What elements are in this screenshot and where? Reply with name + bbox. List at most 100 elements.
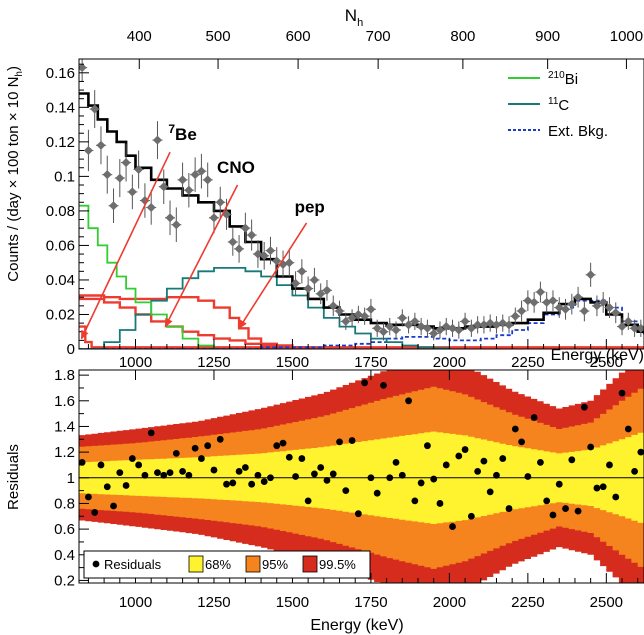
data-point (240, 223, 250, 233)
top-axis-tick-label: 800 (450, 28, 475, 45)
data-point (542, 297, 552, 307)
residuals-x-tick-label: 2500 (590, 594, 623, 611)
residual-point (254, 471, 262, 479)
data-point (215, 197, 225, 207)
data-point (548, 296, 558, 306)
residual-point (518, 438, 525, 446)
legend-swatch (302, 555, 318, 573)
residual-point (593, 484, 601, 492)
residuals-legend: Residuals 68% 95% 99.5% (83, 550, 371, 579)
spectrum-y-tick-label: 0.14 (46, 99, 75, 116)
spectrum-y-tick-label: 0.06 (46, 237, 75, 254)
residuals-y-tick-label: 1.6 (54, 393, 75, 410)
residual-point (455, 452, 463, 460)
residual-point (580, 403, 588, 411)
top-axis-tick-label: 400 (127, 28, 152, 45)
residual-point (474, 467, 482, 475)
residual-point (637, 448, 644, 456)
spectrum-frame (78, 58, 644, 350)
residual-point (304, 497, 312, 505)
residual-point (267, 474, 274, 482)
spectrum-x-tick-label: 2500 (590, 354, 623, 371)
spectrum-x-tick-label: 1750 (354, 354, 387, 371)
residual-point (392, 458, 400, 466)
data-point (297, 266, 307, 276)
data-point (498, 318, 508, 328)
residual-point (599, 483, 607, 491)
legend-label-text: C (558, 97, 569, 114)
data-point (448, 323, 458, 333)
residual-point (172, 450, 180, 457)
spectrum-y-tick-label: 0.04 (46, 272, 75, 289)
top-axis-tick-label: 1000 (610, 28, 643, 45)
residual-point (612, 493, 620, 501)
data-point (529, 297, 539, 307)
residual-point (160, 471, 168, 479)
residuals-x-tick-label: 1500 (276, 594, 309, 611)
data-point (479, 320, 489, 330)
residual-point (411, 497, 419, 505)
data-point (535, 287, 545, 297)
residual-point (398, 471, 406, 479)
data-point (573, 292, 583, 302)
residual-point (91, 509, 99, 516)
data-point (184, 185, 194, 195)
top-axis-tick-label: 600 (286, 28, 311, 45)
series-210bi (79, 204, 215, 349)
data-point (422, 323, 432, 333)
residual-point (329, 470, 337, 478)
residuals-x-tick-label: 2000 (433, 594, 466, 611)
data-point (636, 323, 644, 333)
residual-point (141, 471, 149, 479)
residuals-y-tick-label: 0.4 (54, 547, 75, 564)
residual-point (486, 488, 494, 496)
data-point (247, 230, 257, 240)
residual-point (430, 475, 438, 483)
residual-point (210, 466, 218, 474)
data-point (171, 220, 181, 230)
residual-point (367, 474, 375, 482)
data-point (454, 325, 464, 335)
residuals-y-tick-label: 0.8 (54, 495, 75, 512)
residual-point (128, 455, 136, 462)
residual-point (524, 473, 532, 480)
residual-point (467, 512, 475, 520)
residual-point (191, 444, 199, 452)
residual-point (323, 476, 331, 484)
annotation-arrow (80, 151, 171, 340)
data-point (209, 213, 219, 223)
legend-label: 95% (262, 557, 288, 572)
spectrum-x-axis-title: Energy (keV) (551, 347, 644, 364)
data-point (159, 182, 169, 192)
series-7be (79, 325, 644, 349)
data-point (234, 244, 244, 254)
spectrum-y-axis-title: Counts / (day × 100 ton × 10 Nh) (5, 66, 25, 282)
residuals-x-axis-title: Energy (keV) (310, 617, 403, 634)
residual-point (97, 461, 105, 469)
residual-point (405, 397, 412, 405)
residuals-x-tick-label: 1250 (197, 594, 230, 611)
spectrum-y-tick-label: 0.02 (46, 306, 75, 323)
residuals-x-tick-label: 1750 (354, 594, 387, 611)
component-annotations: 7Be CNO pep (80, 122, 325, 340)
legend-label: 99.5% (319, 557, 356, 572)
data-point (152, 135, 162, 145)
legend-label-text: Bi (565, 71, 578, 88)
residual-point (285, 453, 293, 461)
residuals-y-tick-label: 1.4 (54, 418, 75, 435)
spectrum-y-tick-label: 0.16 (46, 65, 75, 82)
residual-point (436, 500, 444, 507)
data-point (109, 201, 119, 211)
residual-point (499, 455, 507, 462)
residual-point (154, 469, 161, 477)
residual-point (85, 493, 92, 501)
data-point (510, 311, 520, 321)
annotation-label-sup: 7 (168, 122, 175, 136)
data-point (586, 270, 596, 280)
legend-label-sup: 210 (548, 70, 565, 81)
data-point (284, 258, 294, 268)
residual-point (317, 464, 325, 471)
residual-point (292, 473, 299, 480)
